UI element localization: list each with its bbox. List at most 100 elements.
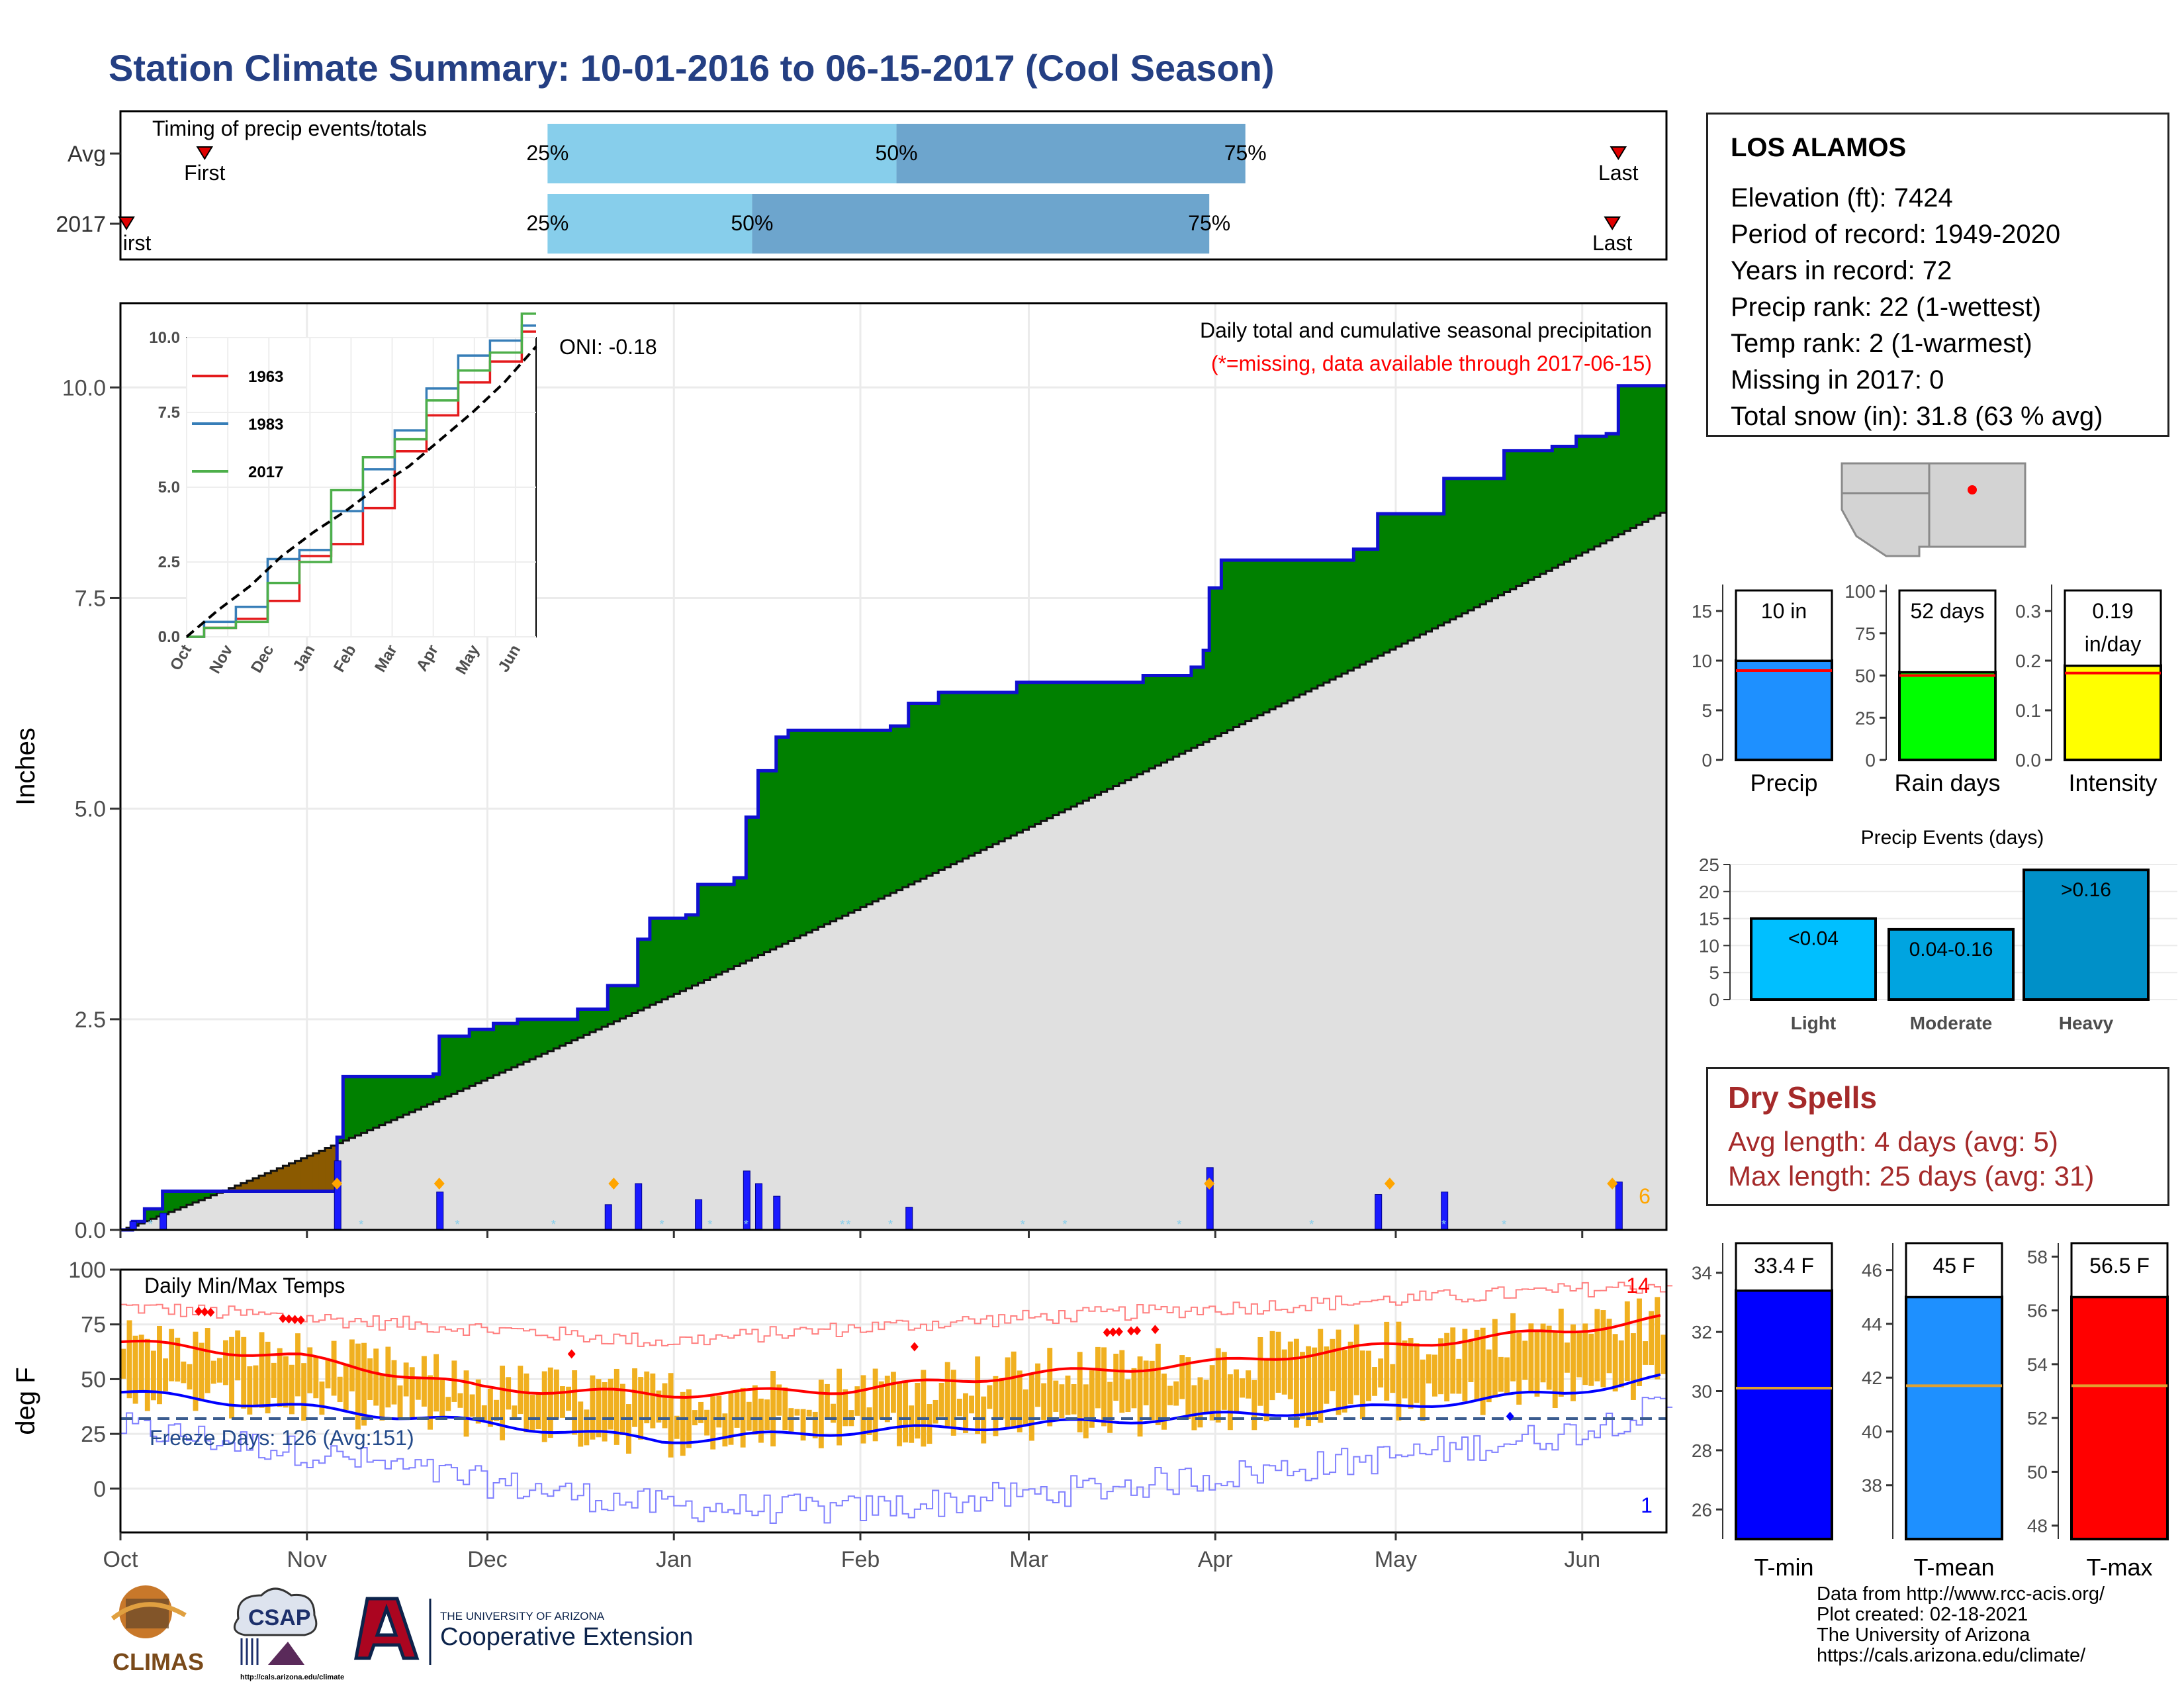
cum-deficit-slice [265, 1173, 271, 1192]
temp-daily-bar [944, 1362, 950, 1427]
cum-trace-marker: * [1502, 1218, 1506, 1231]
credit-url: https://cals.arizona.edu/climate/ [1817, 1645, 2086, 1666]
temp-ytick-label: 100 [68, 1258, 106, 1283]
temp-daily-bar [1366, 1350, 1371, 1401]
cum-surplus-slice [1402, 514, 1408, 644]
cum-surplus-slice [1299, 560, 1306, 695]
cum-surplus-slice [186, 1191, 193, 1205]
cum-surplus-slice [385, 1076, 392, 1123]
cum-surplus-slice [933, 703, 939, 873]
temp-record-high-marker [296, 1315, 305, 1325]
temp-daily-bar [1462, 1329, 1468, 1401]
temp-daily-bar [247, 1366, 253, 1415]
cum-surplus-slice [1558, 446, 1565, 565]
cum-surplus-slice [1287, 560, 1295, 701]
cum-trace-marker: * [455, 1218, 460, 1231]
temp-daily-bar [632, 1368, 637, 1427]
temp-daily-bar [1137, 1356, 1143, 1437]
events-bar-label: >0.16 [2061, 879, 2111, 901]
temp-summary-ytick-label: 38 [1862, 1476, 1882, 1496]
cum-surplus-slice [1642, 385, 1649, 522]
timing-last-label: Last [1598, 161, 1639, 185]
cum-surplus-slice [1630, 385, 1637, 528]
temp-daily-bar [120, 1348, 126, 1379]
cum-surplus-slice [1179, 675, 1186, 754]
cum-deficit-slice [252, 1178, 259, 1192]
cum-surplus-slice [788, 730, 795, 941]
temp-daily-bar [439, 1380, 445, 1418]
temp-daily-bar [1630, 1333, 1636, 1400]
temp-daily-bar [409, 1367, 415, 1419]
cum-surplus-slice [559, 1019, 567, 1046]
cum-surplus-slice [938, 692, 945, 870]
events-category-label: Light [1791, 1013, 1836, 1033]
cum-daily-bar [334, 1160, 341, 1231]
temp-xtick-label: Dec [467, 1547, 507, 1572]
events-ytick-label: 25 [1699, 855, 1719, 875]
temp-daily-bar [590, 1375, 596, 1440]
temp-daily-bar [1143, 1360, 1149, 1405]
cum-surplus-slice [1486, 478, 1493, 602]
temp-daily-bar [283, 1356, 289, 1408]
inset-comparison-panel: Oct Nov Dec Jan Feb Mar Apr May Jun0.02.55.07.51… [149, 312, 537, 677]
cum-surplus-slice [1281, 560, 1288, 704]
temp-daily-bar [1167, 1385, 1173, 1405]
temp-record-high-marker [291, 1315, 299, 1325]
temp-daily-bar [1221, 1352, 1227, 1410]
cum-surplus-slice [800, 730, 807, 936]
events-bar-label: 0.04-0.16 [1909, 939, 1993, 961]
cum-surplus-slice [349, 1076, 356, 1139]
cum-surplus-slice [1263, 560, 1270, 713]
cum-surplus-slice [397, 1076, 404, 1117]
temp-daily-bar [1197, 1377, 1203, 1428]
cum-surplus-slice [156, 1209, 163, 1217]
temp-daily-bar [1504, 1357, 1510, 1393]
temp-daily-bar [716, 1395, 722, 1428]
temp-daily-bar [1113, 1354, 1119, 1401]
temp-daily-bar [1347, 1341, 1353, 1405]
cum-surplus-slice [1564, 446, 1571, 562]
temp-daily-bar [1522, 1340, 1528, 1380]
temp-daily-bar [1035, 1363, 1040, 1407]
temp-record-high-marker [1151, 1325, 1160, 1335]
cum-surplus-slice [379, 1076, 386, 1125]
events-bar [1888, 927, 2015, 1002]
cum-surplus-slice [1342, 560, 1348, 674]
temp-daily-bar [1107, 1382, 1113, 1433]
cum-surplus-slice [655, 918, 662, 1002]
temp-daily-bar [193, 1331, 199, 1411]
temp-summary-ytick-label: 48 [2027, 1516, 2048, 1536]
temp-freeze-label: Freeze Days: 126 (Avg:151) [150, 1426, 414, 1450]
cum-surplus-slice [884, 730, 891, 896]
cum-surplus-slice [1329, 560, 1336, 680]
cum-surplus-slice [1618, 385, 1625, 534]
cum-surplus-slice [463, 1036, 470, 1089]
cum-surplus-slice [1432, 514, 1439, 629]
temp-daily-bar [421, 1356, 427, 1407]
temp-daily-bar [1498, 1356, 1504, 1392]
cum-surplus-slice [451, 1036, 458, 1094]
temp-daily-bar [1643, 1341, 1649, 1365]
temp-record-high-marker [279, 1313, 287, 1323]
precip-summary-ytick-label: 5 [1702, 700, 1712, 721]
timing-first-marker [196, 146, 214, 160]
map-station-dot [1968, 485, 1977, 494]
cum-surplus-slice [1131, 682, 1138, 778]
temp-daily-bar [253, 1365, 259, 1408]
cum-surplus-slice [1534, 450, 1541, 577]
precip-summary-ytick-label: 100 [1844, 581, 1876, 602]
cum-climatology-line [120, 511, 1666, 1231]
cum-surplus-slice [974, 692, 981, 853]
temp-daily-bar [878, 1381, 884, 1420]
cum-deficit-slice [289, 1163, 296, 1192]
cum-surplus-slice [1095, 682, 1102, 795]
temp-daily-bar [547, 1367, 553, 1438]
cum-surplus-slice [1227, 560, 1234, 730]
cum-surplus-slice [547, 1019, 555, 1051]
temp-daily-bar [150, 1350, 156, 1401]
precip-summary-label-box [1898, 589, 1997, 673]
station-temp-rank: Temp rank: 2 (1-warmest) [1731, 329, 2032, 358]
cum-daily-bar [436, 1192, 444, 1231]
temp-daily-bar [475, 1379, 481, 1424]
temp-daily-bar [1438, 1338, 1443, 1395]
